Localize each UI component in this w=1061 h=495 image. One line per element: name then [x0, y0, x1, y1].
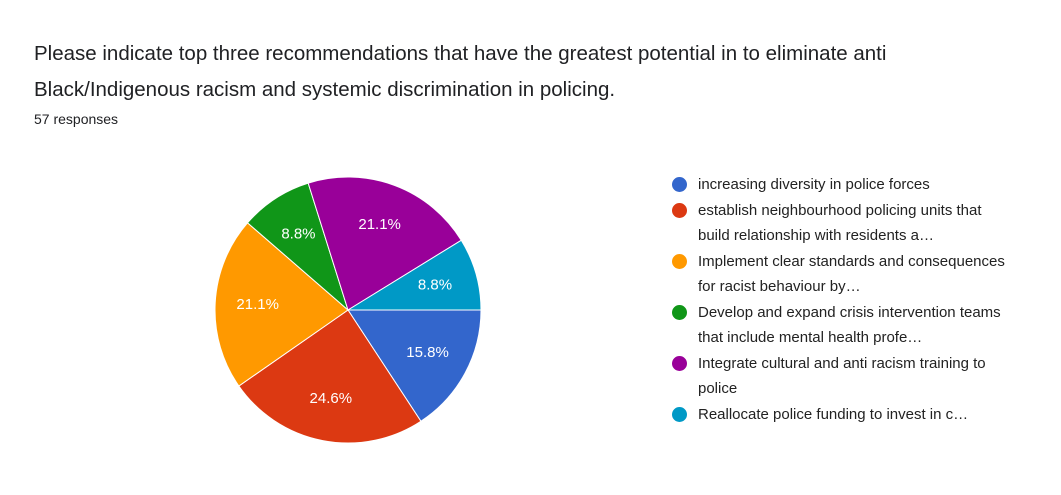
slice-label: 21.1% [358, 216, 401, 233]
legend-item: Develop and expand crisis intervention t… [668, 300, 1013, 350]
slice-label: 8.8% [281, 225, 315, 242]
legend-item: increasing diversity in police forces [668, 172, 1013, 197]
legend-item: establish neighbourhood policing units t… [668, 198, 1013, 248]
pie-slice [347, 309, 482, 422]
legend-item: Reallocate police funding to invest in c… [668, 402, 1013, 427]
legend-label: Develop and expand crisis intervention t… [698, 304, 1001, 346]
slice-label: 21.1% [236, 296, 279, 313]
chart-title: Please indicate top three recommendation… [34, 42, 887, 101]
legend-label: Reallocate police funding to invest in c… [698, 406, 969, 423]
chart: 15.8% 24.6% 21.1% 8.8% 21.1% 8.8% [214, 176, 482, 444]
legend-label: increasing diversity in police forces [698, 176, 930, 193]
pie-slice [214, 222, 349, 387]
pie-slice [346, 239, 482, 311]
pie-slice [307, 176, 462, 311]
legend-swatch [672, 254, 687, 269]
legend-swatch [672, 305, 687, 320]
legend-label: Implement clear standards and consequenc… [698, 253, 1005, 295]
legend-item: Implement clear standards and consequenc… [668, 249, 1013, 299]
slice-label: 8.8% [418, 276, 452, 293]
pie-slice [238, 309, 422, 444]
legend-swatch [672, 356, 687, 371]
legend-label: establish neighbourhood policing units t… [698, 202, 982, 244]
slice-label: 24.6% [310, 390, 353, 407]
legend-swatch [672, 203, 687, 218]
legend-label: Integrate cultural and anti racism train… [698, 355, 986, 397]
slice-label: 15.8% [406, 344, 449, 361]
legend-swatch [672, 177, 687, 192]
response-count: 57 responses [34, 111, 119, 127]
legend: increasing diversity in police forces est… [668, 172, 1013, 428]
legend-swatch [672, 407, 687, 422]
legend-item: Integrate cultural and anti racism train… [668, 351, 1013, 401]
